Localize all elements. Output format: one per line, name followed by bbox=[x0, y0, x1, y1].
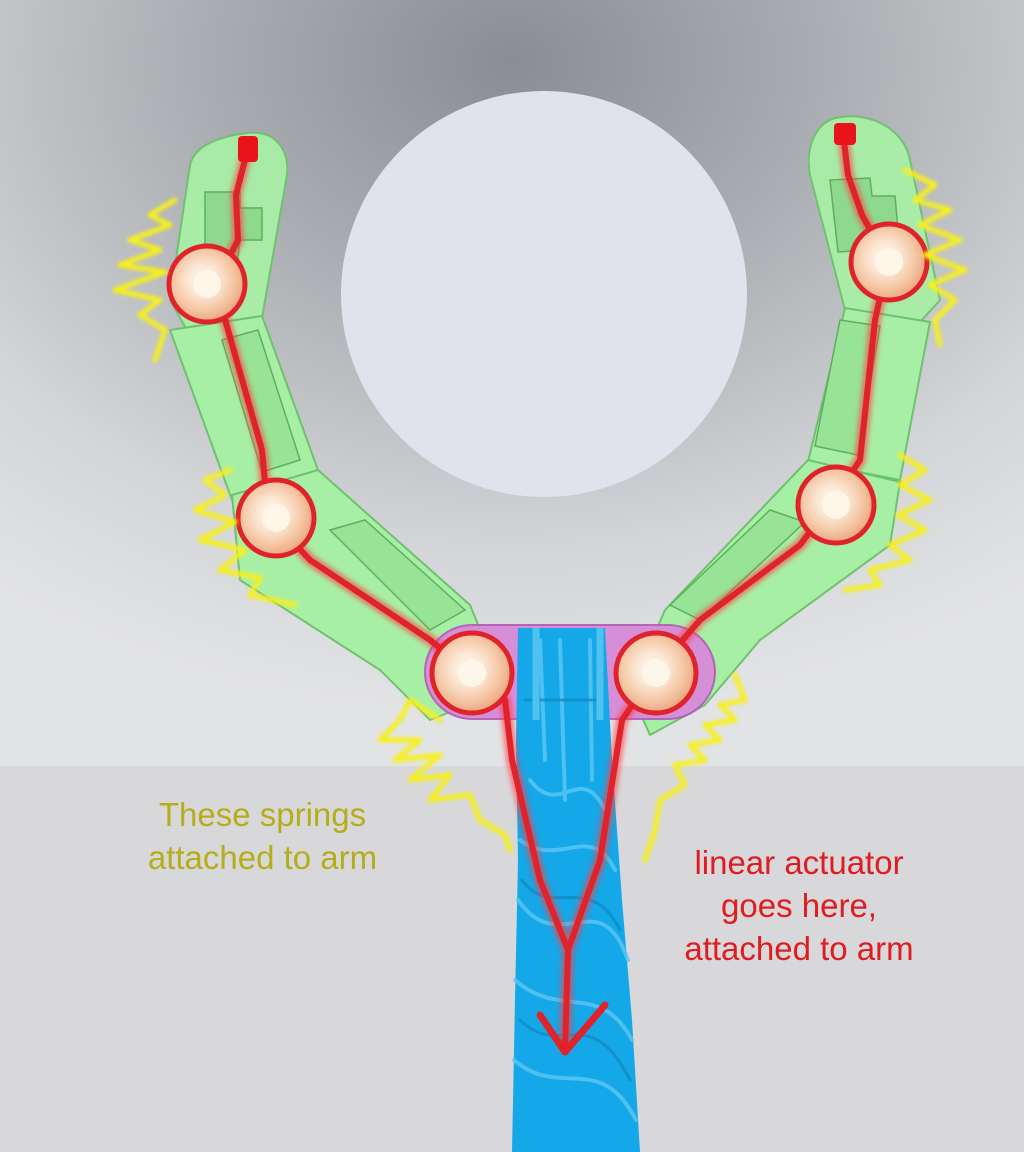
actuator-annotation: linear actuator goes here, attached to a… bbox=[640, 841, 958, 970]
sphere-object-icon bbox=[341, 91, 747, 497]
actuator-annotation-line: linear actuator bbox=[694, 844, 904, 881]
actuator-annotation-line: attached to arm bbox=[684, 930, 914, 967]
zigzag-spring-icon bbox=[842, 452, 933, 593]
pivot-joint-icon bbox=[235, 477, 317, 559]
actuator-annotation-line: goes here, bbox=[721, 887, 877, 924]
springs-annotation: These springs attached to arm bbox=[110, 793, 415, 879]
pivot-joint-icon bbox=[795, 464, 877, 546]
springs-annotation-line: attached to arm bbox=[147, 839, 378, 876]
zigzag-spring-icon bbox=[377, 697, 513, 853]
pivot-joint-icon bbox=[848, 221, 930, 303]
zigzag-spring-icon bbox=[112, 197, 178, 363]
springs-annotation-line: These springs bbox=[158, 796, 367, 833]
pivot-joint-icon bbox=[166, 243, 248, 325]
springs bbox=[112, 167, 968, 863]
left-base-plate bbox=[328, 519, 467, 631]
left-tendon-anchor bbox=[238, 136, 258, 162]
pivot-joint-icon bbox=[429, 630, 515, 716]
zigzag-spring-icon bbox=[642, 672, 748, 863]
pivot-joint-icon bbox=[613, 630, 699, 716]
zigzag-spring-icon bbox=[902, 167, 968, 348]
floor bbox=[0, 766, 1024, 1152]
zigzag-spring-icon bbox=[192, 467, 298, 608]
right-tendon-anchor bbox=[834, 123, 856, 145]
pull-arrow-icon bbox=[536, 1001, 609, 1056]
joints bbox=[166, 221, 930, 716]
